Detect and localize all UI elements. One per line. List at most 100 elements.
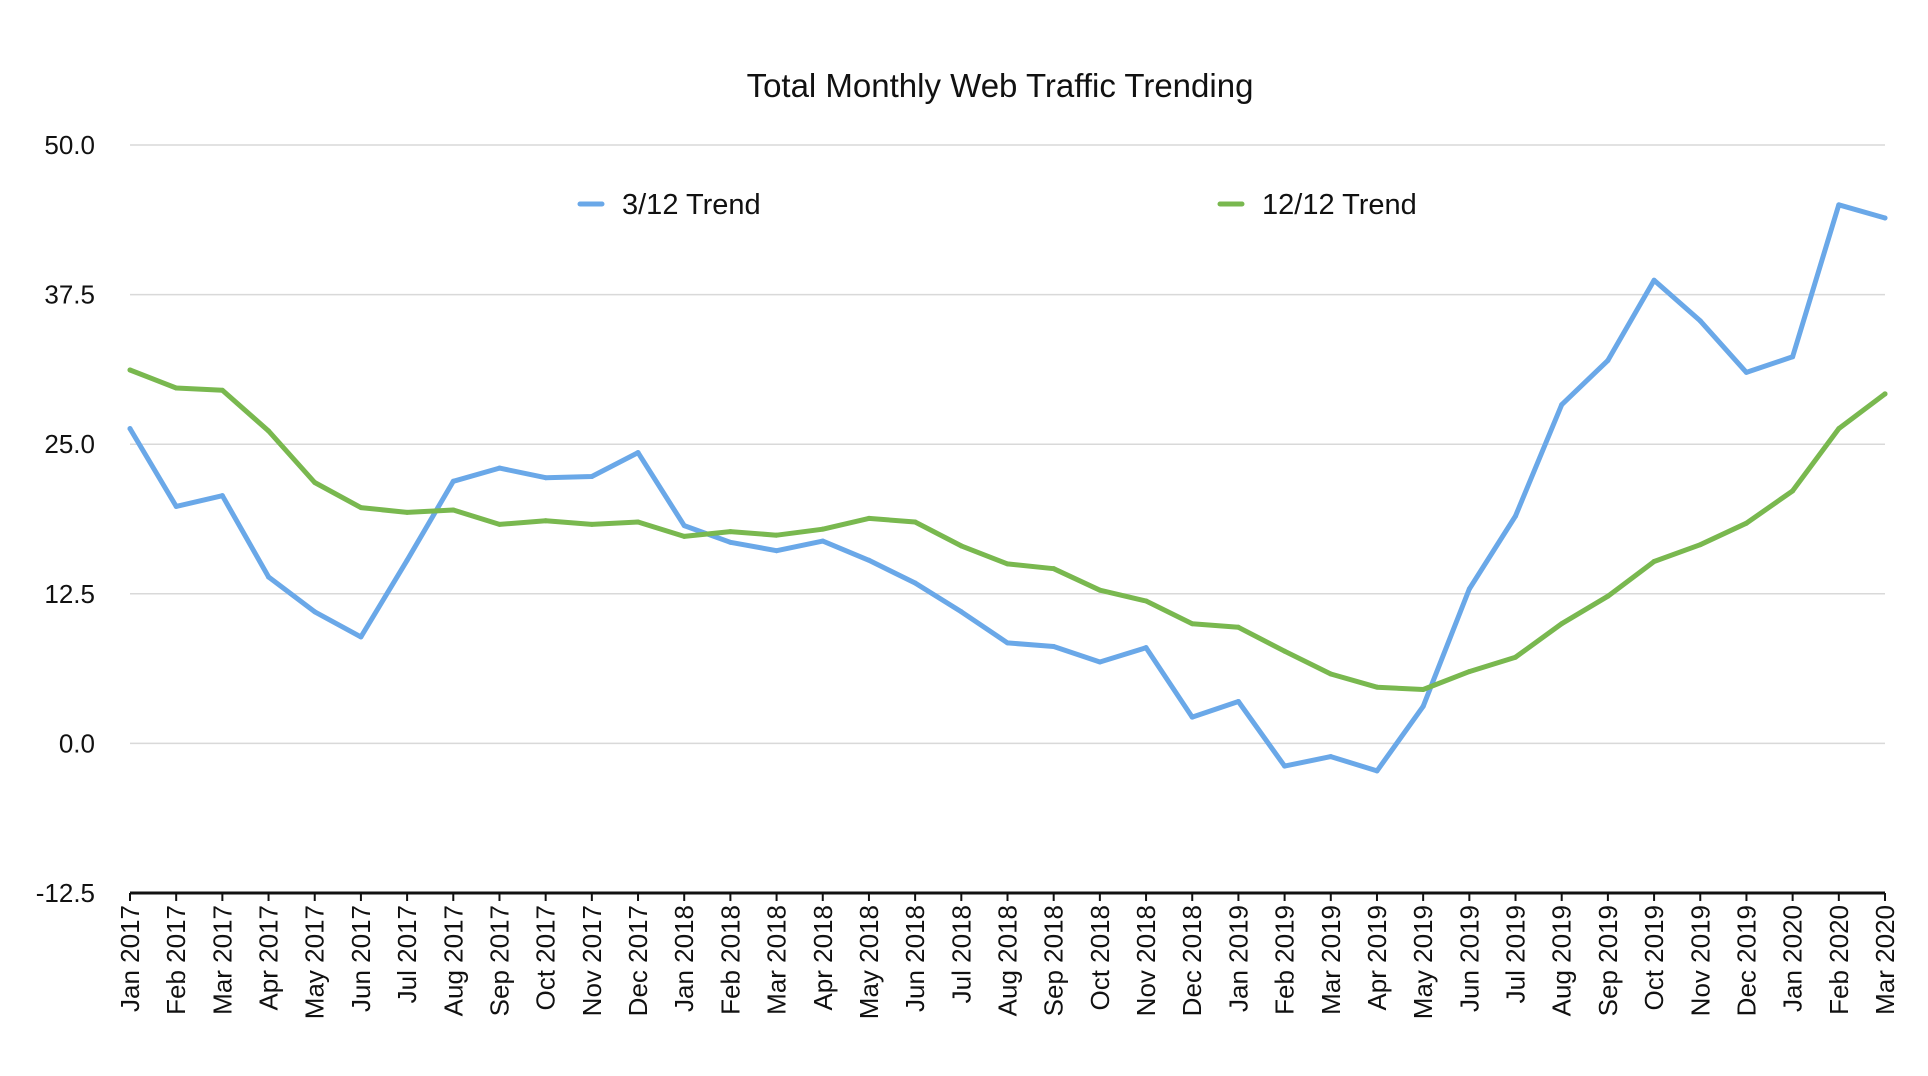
data-point — [1097, 587, 1103, 593]
data-point — [1328, 671, 1334, 677]
data-point — [589, 474, 595, 480]
data-point — [1005, 561, 1010, 567]
data-point — [1790, 488, 1796, 494]
x-tick-label: Jan 2017 — [115, 905, 145, 1012]
x-tick-label: Oct 2017 — [531, 905, 561, 1011]
x-tick-label: Sep 2018 — [1039, 905, 1069, 1016]
data-point — [774, 532, 780, 538]
x-tick-label: Feb 2017 — [161, 905, 191, 1015]
x-tick-label: May 2017 — [300, 905, 330, 1019]
x-tick-label: Mar 2018 — [762, 905, 792, 1015]
data-point — [450, 478, 456, 484]
chart-title: Total Monthly Web Traffic Trending — [747, 67, 1254, 104]
data-point — [1189, 714, 1195, 720]
data-point — [866, 515, 872, 521]
data-point — [1743, 369, 1749, 375]
x-tick-label: Feb 2020 — [1824, 905, 1854, 1015]
data-point — [1836, 426, 1842, 432]
data-point — [1559, 402, 1565, 408]
data-point — [820, 538, 826, 544]
x-tick-label: Aug 2018 — [993, 905, 1023, 1016]
x-tick-label: Mar 2020 — [1870, 905, 1900, 1015]
data-point — [404, 509, 410, 515]
data-point — [958, 543, 964, 549]
data-point — [866, 557, 872, 563]
data-point — [266, 574, 272, 580]
x-tick-label: Mar 2017 — [207, 905, 237, 1015]
x-tick-label: Nov 2017 — [577, 905, 607, 1016]
x-tick-label: Dec 2019 — [1731, 905, 1761, 1016]
data-point — [774, 548, 780, 554]
data-point — [543, 518, 549, 524]
data-point — [543, 475, 549, 481]
x-tick-label: Oct 2018 — [1085, 905, 1115, 1011]
y-tick-label: 37.5 — [44, 280, 95, 310]
data-point — [1051, 566, 1057, 572]
x-tick-label: Apr 2018 — [808, 905, 838, 1011]
gridlines — [130, 144, 1885, 895]
data-point — [127, 367, 133, 373]
legend-label: 12/12 Trend — [1262, 189, 1417, 221]
data-point — [727, 529, 733, 535]
data-point — [912, 580, 918, 586]
x-tick-label: Dec 2018 — [1177, 905, 1207, 1016]
data-point — [1374, 684, 1380, 690]
x-tick-label: Aug 2017 — [438, 905, 468, 1016]
data-point — [358, 505, 364, 511]
data-point — [127, 426, 133, 432]
x-tick-label: Jul 2019 — [1501, 905, 1531, 1003]
data-point — [219, 493, 225, 499]
data-point — [266, 428, 272, 434]
data-point — [1651, 277, 1657, 283]
x-tick-label: Jun 2017 — [346, 905, 376, 1012]
data-point — [1697, 318, 1703, 324]
data-point — [219, 387, 225, 393]
x-tick-label: Apr 2019 — [1362, 905, 1392, 1011]
y-tick-label: -12.5 — [36, 878, 95, 908]
data-point — [589, 521, 595, 527]
data-point — [1328, 754, 1334, 760]
data-point — [404, 557, 410, 563]
data-point — [173, 385, 179, 391]
y-tick-label: 0.0 — [59, 728, 95, 758]
data-point — [1282, 648, 1288, 654]
data-point — [912, 519, 918, 525]
data-point — [1235, 624, 1241, 630]
data-point — [1697, 542, 1703, 548]
data-point — [312, 479, 318, 485]
data-point — [1005, 640, 1010, 646]
x-tick-label: Mar 2019 — [1316, 905, 1346, 1015]
x-tick-label: Sep 2019 — [1593, 905, 1623, 1016]
x-tick-label: Feb 2018 — [715, 905, 745, 1015]
data-point — [1651, 558, 1657, 564]
data-point — [1235, 699, 1241, 705]
data-point — [312, 609, 318, 615]
data-point — [1836, 202, 1842, 208]
data-point — [496, 521, 502, 527]
data-point — [1790, 354, 1796, 360]
data-point — [1420, 687, 1426, 693]
data-point — [958, 609, 964, 615]
x-tick-label: Jun 2019 — [1454, 905, 1484, 1012]
x-tick-label: May 2019 — [1408, 905, 1438, 1019]
data-point — [681, 533, 687, 539]
data-point — [1559, 621, 1565, 627]
data-point — [727, 539, 733, 545]
data-point — [1513, 654, 1519, 660]
data-point — [1143, 598, 1149, 604]
data-point — [1051, 643, 1057, 649]
data-point — [1466, 669, 1472, 675]
data-point — [1513, 513, 1519, 519]
legend: 3/12 Trend 12/12 Trend — [577, 189, 1417, 221]
data-point — [1743, 520, 1749, 526]
y-axis: 50.0 37.5 25.0 12.5 0.0 -12.5 — [36, 130, 95, 908]
data-point — [820, 526, 826, 532]
x-tick-label: Jul 2017 — [392, 905, 422, 1003]
data-point — [635, 450, 641, 456]
y-tick-label: 25.0 — [44, 429, 95, 459]
x-tick-label: Sep 2017 — [484, 905, 514, 1016]
data-point — [1097, 659, 1103, 665]
legend-label: 3/12 Trend — [622, 189, 761, 221]
data-point — [450, 507, 456, 513]
